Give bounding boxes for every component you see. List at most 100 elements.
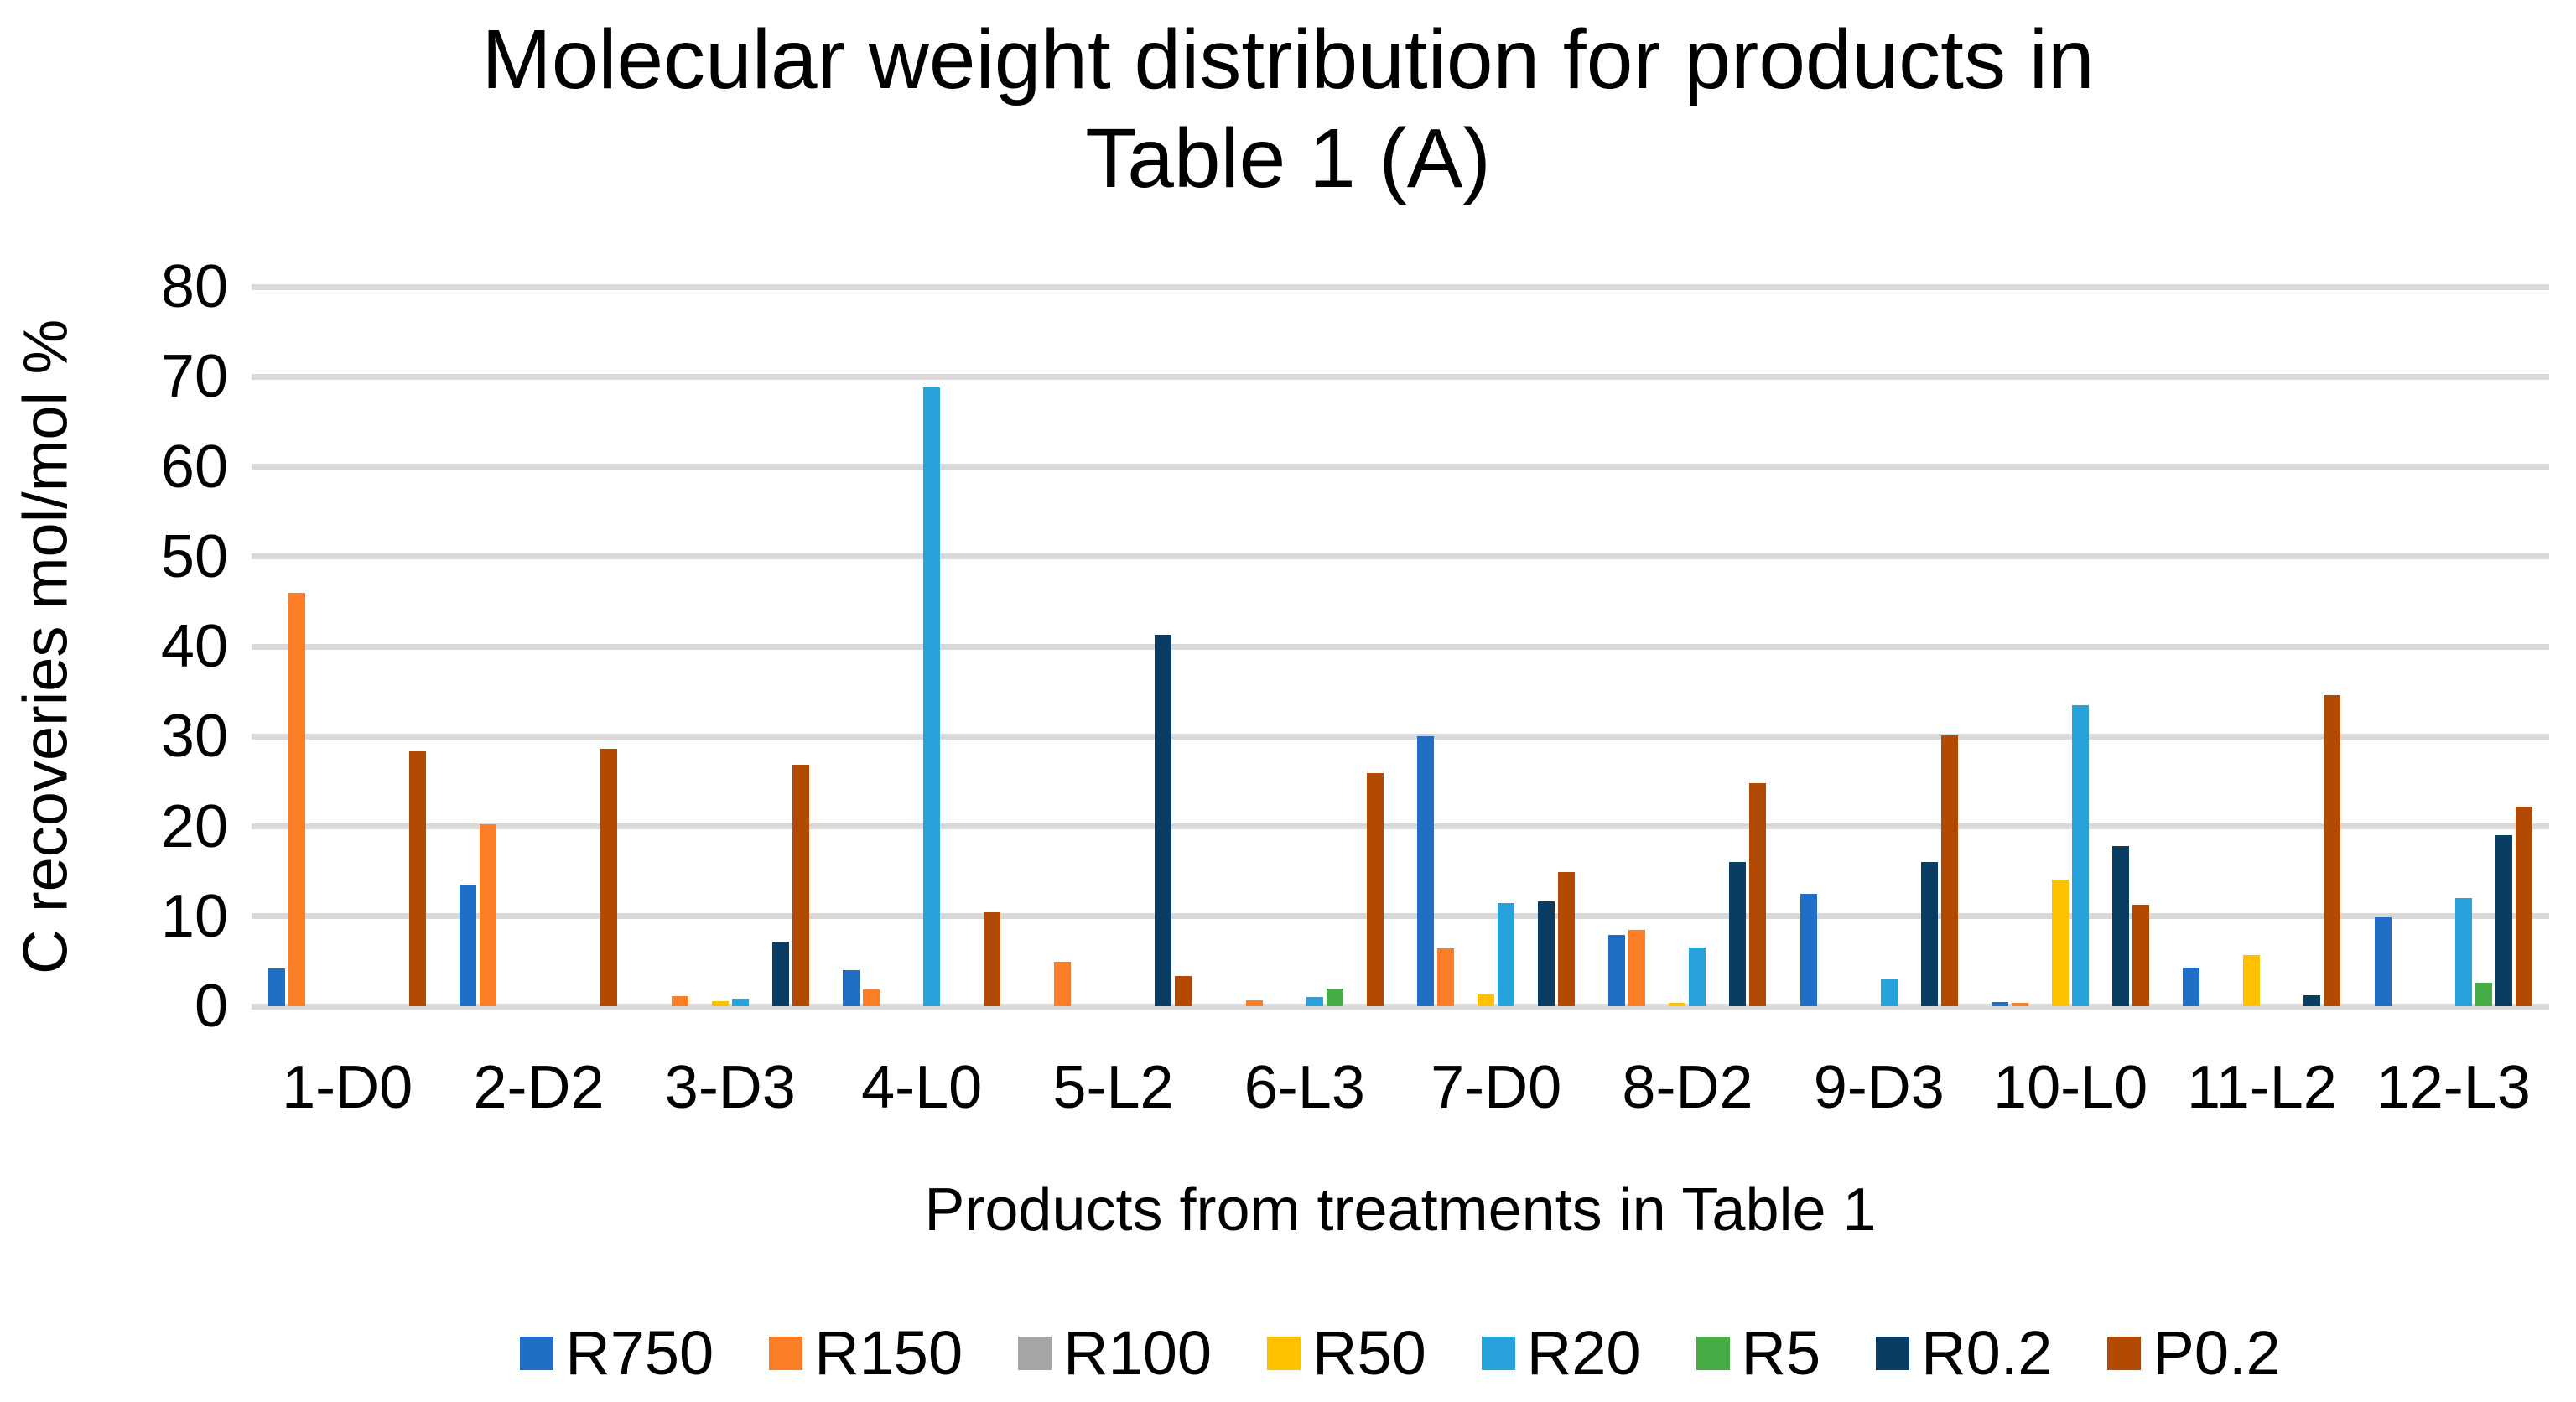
legend-swatch-r0.2 <box>1876 1337 1910 1370</box>
legend-swatch-r50 <box>1267 1337 1301 1370</box>
y-tick-label-0: 0 <box>194 973 228 1040</box>
chart-legend: R750 R150 R100 R50 R20 R5 R0.2 P0.2 <box>252 1313 2549 1394</box>
gridline-50 <box>252 553 2549 560</box>
legend-swatch-r5 <box>1696 1337 1730 1370</box>
y-tick-label-60: 60 <box>160 433 228 501</box>
legend-item-r750: R750 <box>520 1322 714 1384</box>
bar-r150-8-D2 <box>1628 929 1646 1006</box>
legend-label-r5: R5 <box>1741 1318 1821 1388</box>
x-tick-label-6-L3: 6-L3 <box>1244 1054 1365 1121</box>
bar-p0.2-10-L0 <box>2132 904 2150 1006</box>
bar-p0.2-3-D3 <box>792 764 809 1006</box>
legend-swatch-r750 <box>520 1337 554 1370</box>
x-tick-label-9-D3: 9-D3 <box>1813 1054 1945 1121</box>
bar-p0.2-12-L3 <box>2515 806 2532 1006</box>
legend-label-r20: R20 <box>1526 1318 1641 1388</box>
legend-swatch-r20 <box>1481 1337 1515 1370</box>
x-tick-label-8-D2: 8-D2 <box>1622 1054 1753 1121</box>
y-tick-label-70: 70 <box>160 343 228 411</box>
y-tick-label-80: 80 <box>160 253 228 320</box>
x-tick-label-12-L3: 12-L3 <box>2376 1054 2531 1121</box>
bar-p0.2-7-D0 <box>1558 872 1576 1006</box>
bar-r20-7-D0 <box>1498 902 1515 1006</box>
bar-r750-8-D2 <box>1608 935 1626 1006</box>
bar-r150-2-D2 <box>480 824 497 1006</box>
bar-r150-1-D0 <box>288 592 306 1006</box>
bar-group-11-L2 <box>2166 287 2357 1006</box>
bar-r0.2-10-L0 <box>2112 846 2130 1006</box>
gridline-70 <box>252 373 2549 380</box>
bar-r5-12-L3 <box>2475 983 2492 1006</box>
bar-r750-10-L0 <box>1992 1001 2009 1006</box>
y-tick-label-20: 20 <box>160 792 228 860</box>
y-tick-label-40: 40 <box>160 613 228 680</box>
x-axis-title: Products from treatments in Table 1 <box>924 1176 1877 1244</box>
bar-r20-10-L0 <box>2072 704 2090 1006</box>
bar-r150-7-D0 <box>1437 948 1455 1006</box>
bar-r0.2-11-L2 <box>2303 995 2321 1006</box>
legend-label-r0.2: R0.2 <box>1921 1318 2053 1388</box>
bar-r0.2-5-L2 <box>1155 635 1172 1006</box>
bar-p0.2-9-D3 <box>1940 735 1958 1006</box>
legend-label-r750: R750 <box>565 1318 714 1388</box>
bar-p0.2-4-L0 <box>984 912 1001 1006</box>
bar-series-container <box>252 287 2549 1006</box>
legend-item-r0.2: R0.2 <box>1876 1322 2052 1384</box>
legend-swatch-p0.2 <box>2107 1337 2142 1370</box>
gridline-30 <box>252 733 2549 740</box>
bar-p0.2-1-D0 <box>409 751 427 1006</box>
bar-group-4-L0 <box>826 287 1017 1006</box>
bar-r20-3-D3 <box>731 999 749 1006</box>
gridline-80 <box>252 283 2549 290</box>
bar-r0.2-9-D3 <box>1920 862 1938 1006</box>
bar-r50-11-L2 <box>2243 954 2261 1006</box>
bar-p0.2-5-L2 <box>1175 975 1192 1006</box>
legend-item-r5: R5 <box>1696 1318 1821 1388</box>
legend-swatch-r150 <box>769 1337 803 1370</box>
gridline-10 <box>252 913 2549 920</box>
bar-group-8-D2 <box>1592 287 1783 1006</box>
x-tick-label-3-D3: 3-D3 <box>664 1054 796 1121</box>
plot-area <box>252 283 2549 1010</box>
legend-item-p0.2: P0.2 <box>2107 1318 2281 1388</box>
bar-group-9-D3 <box>1784 287 1975 1006</box>
x-tick-label-2-D2: 2-D2 <box>473 1054 605 1121</box>
bar-r750-2-D2 <box>460 885 477 1006</box>
bar-r750-11-L2 <box>2183 967 2200 1006</box>
x-axis-category-labels: 1-D0 2-D2 3-D3 4-L0 5-L2 6-L3 7-D0 8-D2 9-D3 10-L… <box>252 1050 2549 1130</box>
bar-group-10-L0 <box>1975 287 2166 1006</box>
bar-r50-8-D2 <box>1669 1002 1686 1006</box>
bar-r20-4-L0 <box>923 387 941 1006</box>
y-tick-label-30: 30 <box>160 703 228 771</box>
bar-r750-9-D3 <box>1800 893 1817 1006</box>
bar-r0.2-3-D3 <box>771 941 789 1006</box>
bar-group-2-D2 <box>443 287 634 1006</box>
bar-group-7-D0 <box>1400 287 1592 1006</box>
bar-group-12-L3 <box>2358 287 2549 1006</box>
bar-r5-6-L3 <box>1326 988 1343 1006</box>
bar-r20-9-D3 <box>1880 979 1898 1006</box>
legend-item-r50: R50 <box>1267 1322 1426 1384</box>
bar-r0.2-12-L3 <box>2495 835 2512 1006</box>
x-tick-label-7-D0: 7-D0 <box>1431 1054 1562 1121</box>
bar-r20-8-D2 <box>1689 948 1706 1006</box>
bar-group-3-D3 <box>635 287 826 1006</box>
bar-r150-6-L3 <box>1245 1000 1263 1006</box>
bar-p0.2-8-D2 <box>1749 783 1767 1006</box>
bar-r750-7-D0 <box>1417 736 1435 1006</box>
legend-label-p0.2: P0.2 <box>2153 1318 2281 1388</box>
bar-p0.2-2-D2 <box>600 749 618 1006</box>
bar-r750-4-L0 <box>843 970 860 1006</box>
legend-label-r150: R150 <box>814 1318 963 1388</box>
legend-item-r100: R100 <box>1018 1322 1212 1384</box>
bar-r50-7-D0 <box>1478 994 1495 1006</box>
bar-r50-3-D3 <box>711 1000 729 1006</box>
x-tick-label-11-L2: 11-L2 <box>2187 1054 2337 1121</box>
y-tick-label-10: 10 <box>160 882 228 950</box>
legend-item-r150: R150 <box>769 1322 963 1384</box>
gridline-40 <box>252 643 2549 650</box>
chart-title: Molecular weight distribution for produc… <box>481 13 2095 205</box>
bar-r150-5-L2 <box>1054 962 1072 1006</box>
legend-swatch-r100 <box>1018 1337 1052 1370</box>
x-tick-label-4-L0: 4-L0 <box>861 1054 983 1121</box>
